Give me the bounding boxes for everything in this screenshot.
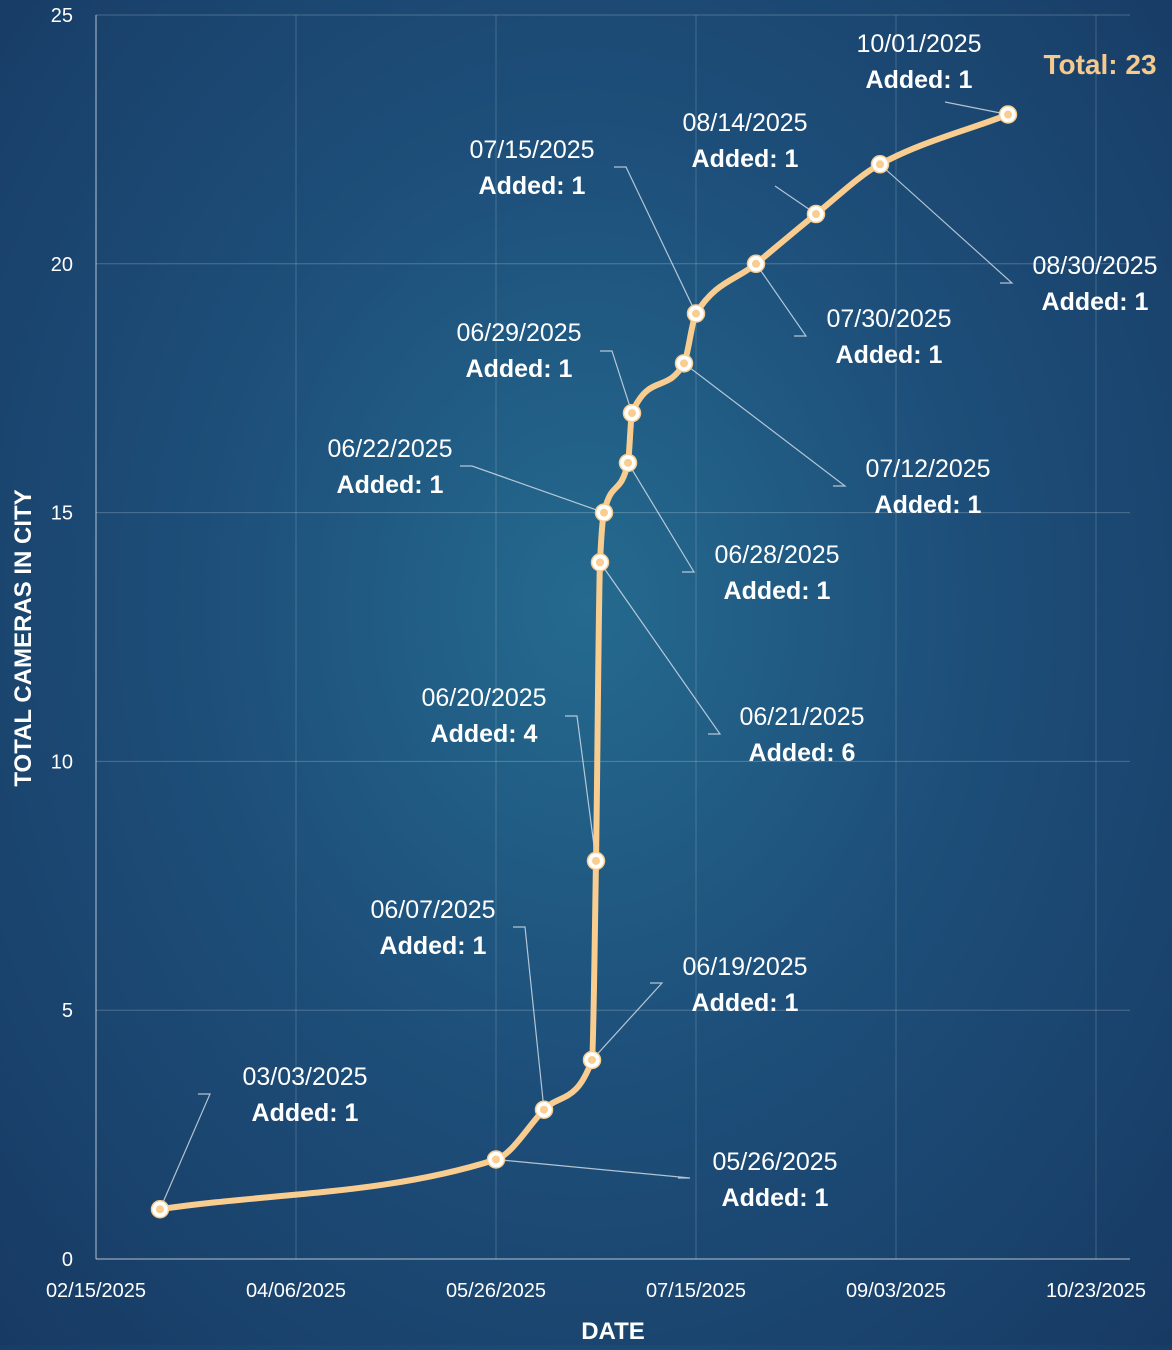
x-tick-label: 02/15/2025 [46, 1280, 146, 1302]
data-point-core [588, 1055, 596, 1064]
y-tick-label: 25 [51, 5, 73, 27]
x-tick-label: 05/26/2025 [446, 1280, 546, 1302]
annotation-leader [879, 163, 1014, 284]
annotation-date: 08/14/2025 [682, 109, 807, 137]
x-tick-label: 07/15/2025 [646, 1280, 746, 1302]
annotation-added: Added: 1 [1042, 288, 1149, 316]
total-label: Total: 23 [1043, 49, 1156, 80]
annotation-leader [755, 263, 808, 337]
data-point-core [592, 856, 600, 865]
y-tick-label: 10 [51, 751, 73, 773]
annotation-date: 06/19/2025 [682, 953, 807, 981]
annotation-leaders [159, 101, 1014, 1210]
data-point-core [540, 1105, 548, 1114]
annotation-date: 06/29/2025 [456, 319, 581, 347]
y-tick-label: 5 [62, 1000, 73, 1022]
annotation-date: 06/22/2025 [327, 435, 452, 463]
annotation-added: Added: 1 [479, 172, 586, 200]
annotation-labels: 03/03/2025 Added: 1 05/26/2025 Added: 1 06/0… [242, 30, 1157, 1212]
annotation-leader [460, 465, 605, 514]
annotation-added: Added: 4 [431, 720, 538, 748]
annotation-added: Added: 1 [252, 1099, 359, 1127]
data-point-core [156, 1205, 164, 1214]
x-tick-label: 09/03/2025 [846, 1280, 946, 1302]
annotation-leader [627, 462, 696, 573]
y-tick-label: 15 [51, 503, 73, 525]
annotation-added: Added: 1 [466, 355, 573, 383]
annotation-leader [591, 982, 664, 1061]
annotation-added: Added: 1 [866, 66, 973, 94]
annotation-leader [495, 1158, 691, 1179]
annotation-added: Added: 1 [380, 932, 487, 960]
annotation-added: Added: 1 [337, 471, 444, 499]
axes: DATE TOTAL CAMERAS IN CITY 0 5 10 15 20 25 02/… [10, 5, 1146, 1345]
data-point-core [624, 458, 632, 467]
annotation-leader [565, 715, 597, 861]
data-point-core [876, 160, 884, 169]
data-point-core [600, 508, 608, 517]
x-tick-label: 04/06/2025 [246, 1280, 346, 1302]
y-tick-label: 20 [51, 254, 73, 276]
annotation-added: Added: 6 [749, 739, 856, 767]
annotation-added: Added: 1 [836, 341, 943, 369]
grid [96, 14, 1130, 1259]
annotation-date: 07/15/2025 [469, 136, 594, 164]
annotation-date: 03/03/2025 [242, 1063, 367, 1091]
annotation-leader [599, 562, 722, 735]
data-point-core [692, 309, 700, 318]
annotation-date: 06/07/2025 [370, 896, 495, 924]
annotation-date: 05/26/2025 [712, 1148, 837, 1176]
data-point-core [492, 1155, 500, 1164]
annotation-date: 07/30/2025 [826, 305, 951, 333]
x-tick-label: 10/23/2025 [1046, 1280, 1146, 1302]
y-tick-label: 0 [62, 1249, 73, 1271]
data-points [150, 105, 1018, 1219]
annotation-date: 06/20/2025 [421, 684, 546, 712]
annotation-leader [944, 101, 1009, 116]
data-point-core [596, 558, 604, 567]
data-point-core [1004, 110, 1012, 119]
annotation-added: Added: 1 [692, 145, 799, 173]
annotation-added: Added: 1 [692, 989, 799, 1017]
annotation-leader [683, 362, 847, 487]
annotation-leader [159, 1093, 211, 1210]
data-point-core [680, 359, 688, 368]
annotation-date: 07/12/2025 [865, 455, 990, 483]
data-point-core [628, 409, 636, 418]
x-axis-title: DATE [581, 1318, 645, 1345]
annotation-date: 06/21/2025 [739, 703, 864, 731]
annotation-leader [614, 166, 697, 314]
annotation-added: Added: 1 [722, 1184, 829, 1212]
annotation-added: Added: 1 [875, 491, 982, 519]
annotation-added: Added: 1 [724, 577, 831, 605]
data-point-core [812, 210, 820, 219]
annotation-date: 08/30/2025 [1032, 252, 1157, 280]
annotation-date: 10/01/2025 [856, 30, 981, 58]
data-point-core [752, 259, 760, 268]
y-axis-title: TOTAL CAMERAS IN CITY [10, 489, 37, 786]
annotation-leader [600, 350, 633, 414]
annotation-date: 06/28/2025 [714, 541, 839, 569]
annotation-leader [513, 926, 545, 1110]
series-line [157, 111, 1011, 1213]
